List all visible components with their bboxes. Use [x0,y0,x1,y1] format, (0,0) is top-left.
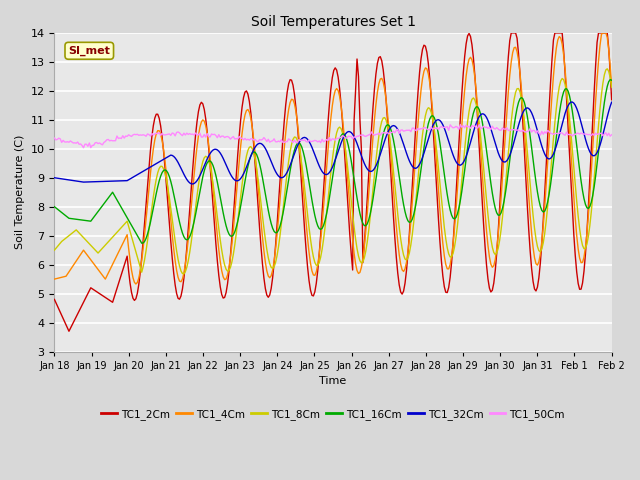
X-axis label: Time: Time [319,376,347,386]
Legend: TC1_2Cm, TC1_4Cm, TC1_8Cm, TC1_16Cm, TC1_32Cm, TC1_50Cm: TC1_2Cm, TC1_4Cm, TC1_8Cm, TC1_16Cm, TC1… [97,405,569,424]
Y-axis label: Soil Temperature (C): Soil Temperature (C) [15,135,25,250]
Title: Soil Temperatures Set 1: Soil Temperatures Set 1 [250,15,415,29]
Text: SI_met: SI_met [68,46,110,56]
